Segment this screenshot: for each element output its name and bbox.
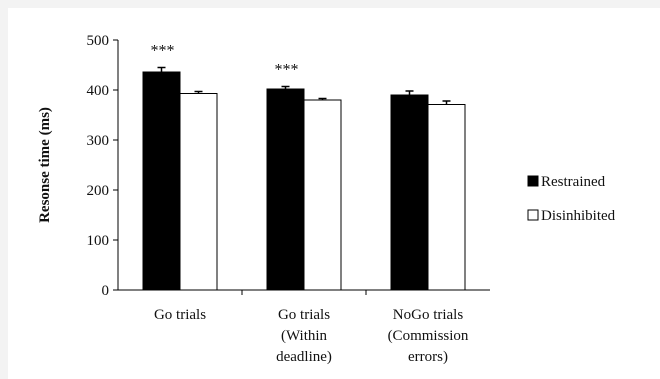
x-category-label: (Commission	[388, 328, 469, 344]
x-category-label: NoGo trials	[393, 307, 464, 323]
legend-swatch-disinhibited	[527, 209, 539, 221]
legend: Restrained Disinhibited	[527, 174, 616, 224]
bar-restrained-2	[390, 94, 429, 291]
significance-marker: ***	[151, 43, 175, 60]
legend-swatch-restrained	[527, 175, 539, 187]
x-category-label: Go trials	[154, 307, 206, 323]
y-tick-label: 0	[102, 283, 110, 299]
significance-marker: ***	[275, 62, 299, 79]
x-category-label: (Within	[281, 328, 328, 344]
y-tick-label: 400	[87, 83, 110, 99]
bar-restrained-1	[266, 88, 305, 291]
x-category-label: errors)	[408, 349, 448, 365]
legend-label-restrained: Restrained	[541, 174, 606, 190]
y-tick-label: 100	[87, 233, 110, 249]
y-tick-label: 200	[87, 183, 110, 199]
x-category-label: deadline)	[276, 349, 332, 365]
y-tick-label: 500	[87, 33, 110, 49]
chart-panel: 0 100 200 300 400 500 Resonse time (ms) *** Go …	[8, 8, 660, 379]
labels: *** Go trials *** Go trials (Within deadline)…	[151, 43, 469, 366]
bar-restrained-0	[142, 71, 181, 291]
y-tick-label: 300	[87, 133, 110, 149]
axes: 0 100 200 300 400 500 Resonse time (ms)	[37, 33, 490, 299]
legend-label-disinhibited: Disinhibited	[541, 208, 616, 224]
bar-disinhibited-1	[303, 99, 342, 291]
x-category-label: Go trials	[278, 307, 330, 323]
y-axis-label: Resonse time (ms)	[37, 107, 53, 223]
bar-chart: 0 100 200 300 400 500 Resonse time (ms) *** Go …	[37, 33, 616, 366]
bars	[142, 66, 466, 291]
bar-disinhibited-2	[427, 104, 466, 291]
bar-disinhibited-0	[179, 93, 218, 291]
